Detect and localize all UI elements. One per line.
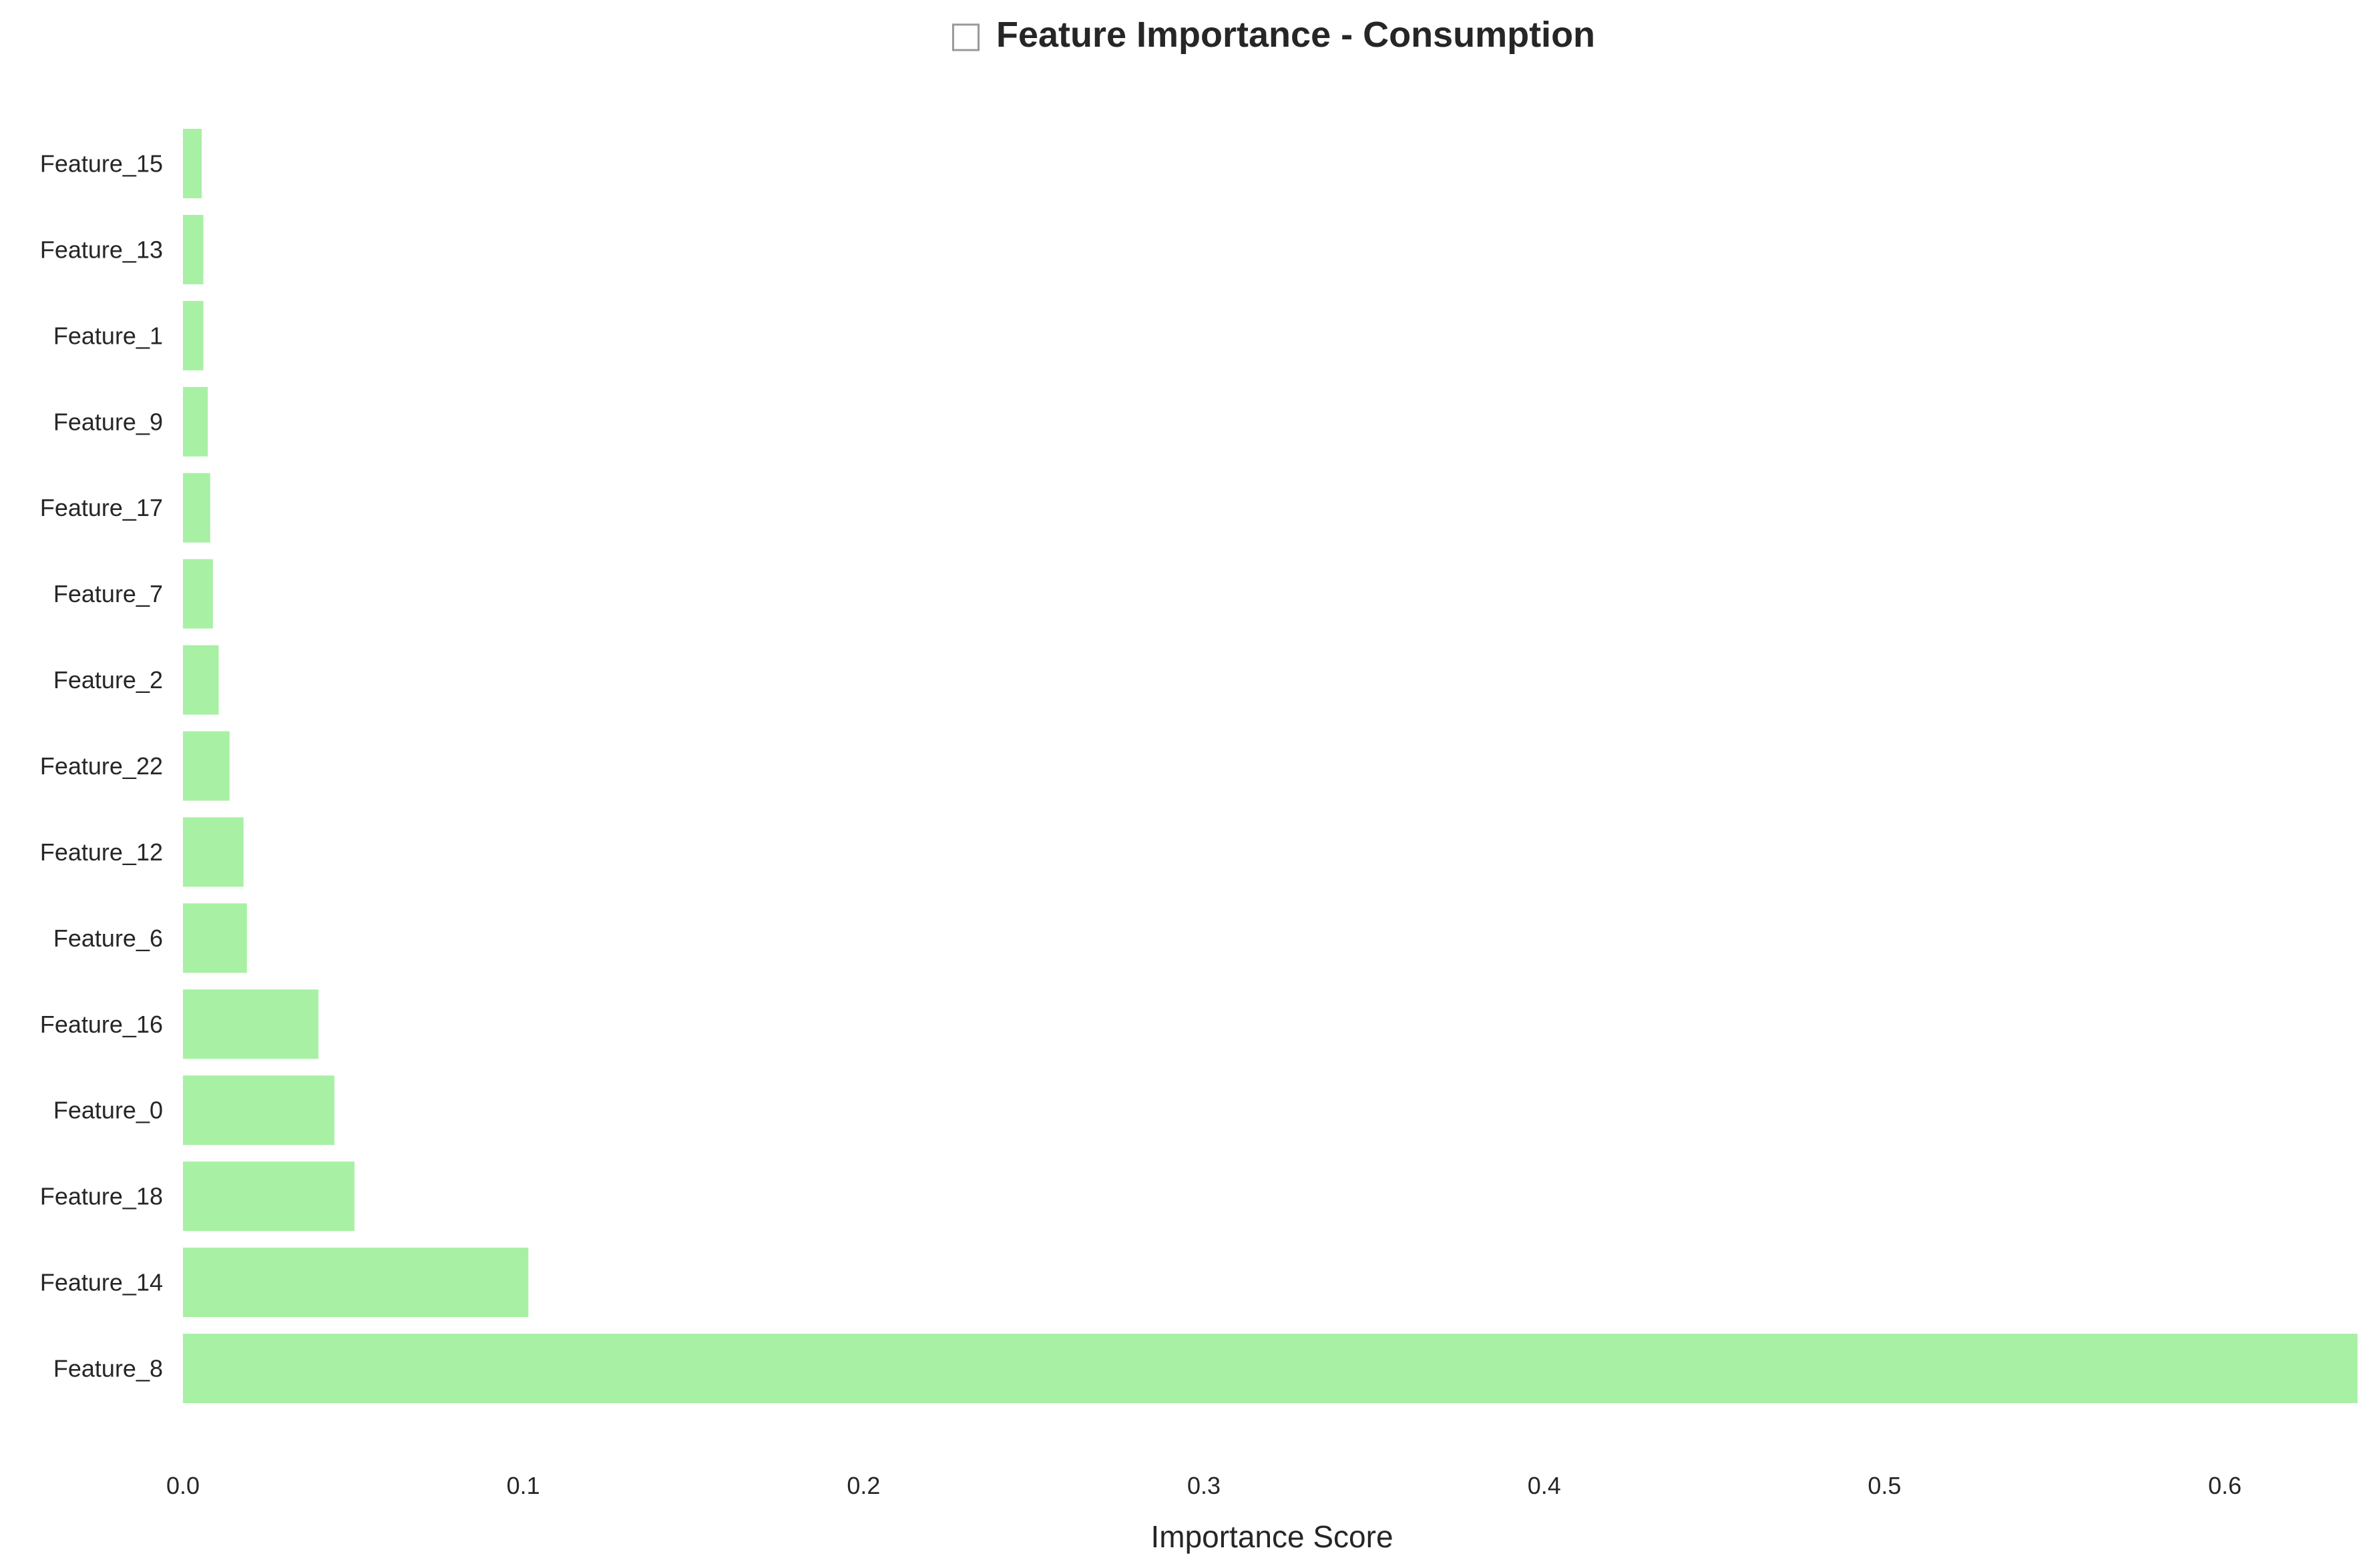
chart-title-text: Feature Importance - Consumption <box>996 15 1595 55</box>
y-tick-label: Feature_15 <box>40 150 163 178</box>
bar-feature-1 <box>183 300 204 370</box>
chart-title: □ Feature Importance - Consumption <box>949 13 1595 55</box>
y-tick-label: Feature_9 <box>53 408 163 435</box>
x-axis-label: Importance Score <box>1150 1519 1393 1554</box>
bar-feature-18 <box>183 1161 355 1232</box>
bar-feature-22 <box>183 731 230 801</box>
y-tick-label: Feature_2 <box>53 666 163 694</box>
y-tick-label: Feature_16 <box>40 1011 163 1038</box>
y-tick-labels: Feature_15 Feature_13 Feature_1 Feature_9 Fe… <box>40 150 163 1382</box>
bar-feature-8 <box>183 1334 2358 1403</box>
bar-feature-12 <box>183 817 244 887</box>
x-tick-label: 0.5 <box>1868 1472 1901 1499</box>
bar-feature-0 <box>183 1075 335 1145</box>
x-tick-label: 0.1 <box>507 1472 540 1499</box>
bar-feature-6 <box>183 903 247 973</box>
y-tick-label: Feature_6 <box>53 925 163 952</box>
bar-feature-2 <box>183 645 219 715</box>
y-tick-label: Feature_1 <box>53 322 163 349</box>
bars-layer <box>183 129 2358 1403</box>
y-tick-label: Feature_22 <box>40 752 163 780</box>
y-tick-label: Feature_17 <box>40 494 163 521</box>
y-tick-label: Feature_14 <box>40 1269 163 1296</box>
y-tick-label: Feature_8 <box>53 1355 163 1382</box>
title-missing-glyph-icon: □ <box>949 13 983 55</box>
bar-feature-17 <box>183 473 210 543</box>
x-tick-labels: 0.0 0.1 0.2 0.3 0.4 0.5 0.6 <box>166 1472 2241 1499</box>
bar-feature-9 <box>183 386 208 457</box>
bar-feature-16 <box>183 989 318 1059</box>
y-tick-label: Feature_13 <box>40 236 163 263</box>
bar-feature-13 <box>183 214 204 284</box>
x-tick-label: 0.4 <box>1528 1472 1561 1499</box>
y-tick-label: Feature_7 <box>53 580 163 607</box>
bar-feature-14 <box>183 1248 529 1318</box>
bar-feature-7 <box>183 559 213 629</box>
y-tick-label: Feature_12 <box>40 838 163 866</box>
x-tick-label: 0.6 <box>2208 1472 2241 1499</box>
y-tick-label: Feature_0 <box>53 1097 163 1124</box>
x-tick-label: 0.3 <box>1187 1472 1221 1499</box>
y-tick-label: Feature_18 <box>40 1183 163 1210</box>
x-tick-label: 0.2 <box>847 1472 880 1499</box>
x-tick-label: 0.0 <box>166 1472 200 1499</box>
bar-feature-15 <box>183 129 202 198</box>
